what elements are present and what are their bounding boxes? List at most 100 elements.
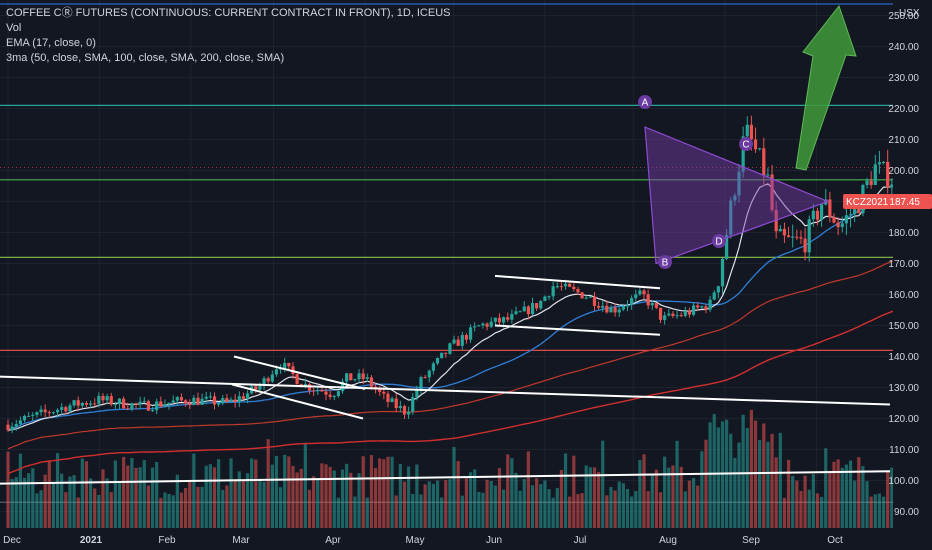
volume-bar	[440, 497, 444, 528]
volume-bar	[535, 478, 539, 528]
candle-body	[221, 398, 225, 404]
up-arrow	[795, 4, 857, 171]
volume-bar	[869, 496, 873, 528]
candle-body	[361, 373, 365, 379]
candle-body	[679, 315, 683, 317]
price-axis-bg	[893, 0, 932, 550]
candle-body	[646, 294, 650, 306]
volume-bar	[468, 472, 473, 528]
candle-body	[741, 136, 745, 172]
volume-bar	[250, 458, 254, 528]
candle-body	[233, 399, 237, 403]
candle-body	[39, 409, 43, 413]
vol-indicator-label[interactable]: Vol	[6, 22, 22, 34]
candle-body	[117, 398, 122, 405]
volume-bar	[324, 464, 328, 528]
candle-body	[93, 403, 97, 405]
volume-bar	[815, 493, 820, 528]
candle-body	[349, 373, 353, 381]
volume-bar	[217, 459, 221, 528]
volume-bar	[55, 453, 60, 528]
price-tick-label: 100.00	[888, 476, 919, 487]
volume-bar	[485, 479, 489, 528]
candle-body	[770, 174, 774, 210]
volume-bar	[398, 464, 402, 528]
price-tick-label: 160.00	[888, 290, 919, 301]
volume-bar	[427, 481, 431, 528]
volume-bar	[328, 466, 332, 528]
volume-bar	[658, 492, 663, 528]
candle-body	[807, 219, 811, 253]
candle-body	[274, 369, 279, 375]
volume-bar	[113, 460, 117, 528]
candle-body	[502, 317, 506, 323]
candle-body	[332, 396, 336, 398]
volume-bar	[130, 457, 134, 528]
volume-bar	[373, 467, 378, 528]
ma-indicator-label[interactable]: 3ma (50, close, SMA, 100, close, SMA, 20…	[6, 52, 285, 64]
candle-body	[80, 403, 84, 406]
candle-body	[650, 303, 654, 306]
chart-legend: COFFEE CⓇ FUTURES (CONTINUOUS: CURRENT C…	[6, 6, 451, 66]
candle-body	[625, 305, 630, 307]
volume-bar	[844, 464, 848, 528]
volume-bar	[274, 455, 279, 528]
volume-bar	[72, 475, 76, 528]
volume-bar	[667, 467, 671, 528]
volume-bar	[625, 488, 630, 528]
candle-body	[254, 386, 258, 390]
candle-body	[126, 408, 130, 410]
volume-bar	[332, 470, 336, 528]
candle-body	[266, 378, 270, 382]
volume-bar	[559, 469, 564, 528]
candle-body	[18, 420, 22, 425]
volume-bar	[613, 490, 617, 528]
candle-body	[146, 401, 151, 411]
volume-bar	[18, 453, 22, 528]
candle-body	[175, 397, 179, 401]
volume-bar	[278, 487, 283, 528]
volume-bar	[811, 474, 815, 528]
volume-bar	[687, 480, 692, 528]
volume-bar	[683, 491, 687, 528]
candle-body	[382, 391, 386, 394]
symbol-title[interactable]: COFFEE CⓇ FUTURES (CONTINUOUS: CURRENT C…	[6, 7, 451, 19]
volume-bar	[596, 471, 601, 528]
candle-body	[464, 335, 469, 340]
candle-body	[601, 305, 605, 308]
time-tick-label: Aug	[659, 535, 677, 546]
volume-bar	[407, 466, 411, 528]
candle-body	[431, 363, 435, 371]
volume-bar	[807, 489, 811, 528]
candle-body	[390, 398, 394, 403]
candle-body	[803, 238, 807, 253]
volume-bar	[778, 432, 782, 528]
candle-body	[452, 339, 456, 344]
volume-bar	[402, 481, 407, 528]
volume-bar	[551, 497, 555, 528]
pattern-point-marker	[712, 234, 726, 248]
candle-body	[481, 323, 485, 326]
volume-bar	[840, 467, 844, 528]
candle-body	[563, 283, 568, 287]
candle-body	[708, 299, 712, 310]
candle-body	[737, 171, 741, 196]
volume-bar	[448, 479, 452, 528]
candle-body	[340, 381, 345, 392]
volume-bar	[881, 496, 886, 528]
volume-bar	[270, 464, 274, 528]
volume-bar	[365, 497, 369, 528]
volume-bar	[580, 493, 584, 528]
candle-body	[444, 352, 448, 354]
volume-bar	[138, 467, 142, 528]
candle-body	[786, 235, 791, 238]
candle-body	[419, 377, 423, 391]
volume-bar	[654, 469, 659, 528]
volume-bar	[522, 479, 526, 528]
ema-indicator-label[interactable]: EMA (17, close, 0)	[6, 37, 96, 49]
volume-bar	[101, 469, 105, 528]
candle-body	[283, 362, 287, 369]
price-tick-label: 180.00	[888, 228, 919, 239]
sma-50-line	[7, 198, 921, 431]
